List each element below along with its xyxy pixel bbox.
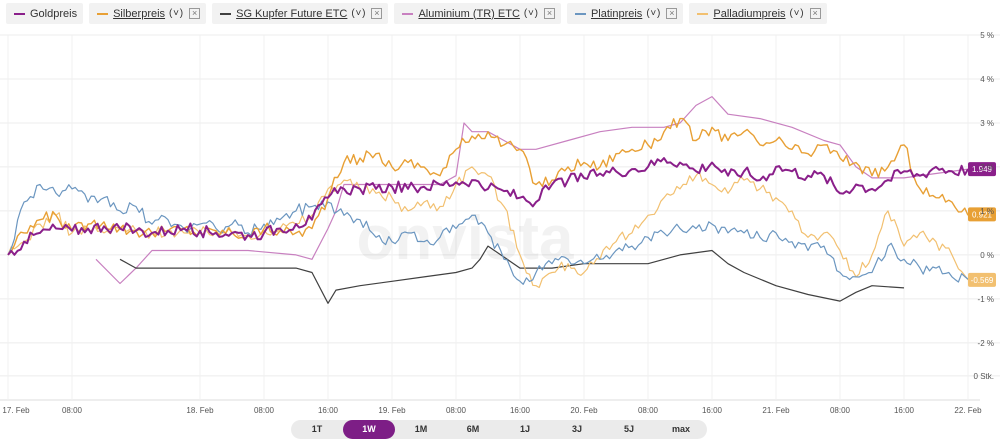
- legend-item-platinpreis[interactable]: Platinpreis( ˅ ) ×: [566, 3, 684, 24]
- x-tick-label: 16:00: [318, 406, 339, 415]
- chart-series: [7, 95, 969, 304]
- close-icon[interactable]: ×: [809, 8, 821, 19]
- x-tick-label: 19. Feb: [378, 406, 406, 415]
- legend-swatch: [697, 12, 709, 15]
- series-line-sg-kupfer-future-etc: [119, 245, 905, 304]
- volume-label: 0 Stk.: [974, 372, 994, 381]
- y-tick-label: 0 %: [980, 251, 994, 260]
- x-axis: 17. Feb 08:00 18. Feb 08:00 16:00 19. Feb 08:0…: [2, 406, 982, 415]
- y-tick-label: 2 %: [980, 163, 994, 172]
- chevron-down-icon[interactable]: ( ˅ ): [523, 8, 538, 19]
- close-icon[interactable]: ×: [543, 8, 555, 19]
- chevron-down-icon[interactable]: ( ˅ ): [169, 8, 183, 19]
- legend-label[interactable]: Silberpreis: [113, 7, 166, 20]
- end-value-text: -0.569: [971, 276, 994, 285]
- x-tick-label: 22. Feb: [954, 406, 982, 415]
- legend-swatch: [14, 12, 25, 15]
- legend-item-palladiumpreis[interactable]: Palladiumpreis( ˅ ) ×: [689, 3, 827, 24]
- x-tick-label: 08:00: [830, 406, 851, 415]
- x-tick-label: 08:00: [254, 406, 275, 415]
- legend-label[interactable]: Platinpreis: [590, 7, 643, 20]
- x-tick-label: 16:00: [702, 406, 723, 415]
- x-tick-label: 16:00: [510, 406, 531, 415]
- y-tick-label: -1 %: [978, 295, 994, 304]
- timeframe-button-5j[interactable]: 5J: [623, 424, 634, 434]
- end-value-badge: [968, 162, 996, 177]
- timeframe-button-1w[interactable]: 1W: [343, 420, 395, 439]
- legend-label[interactable]: Goldpreis: [30, 7, 78, 20]
- chevron-down-icon[interactable]: ( ˅ ): [351, 8, 365, 19]
- y-tick-label: 1 %: [980, 207, 994, 216]
- timeframe-button-3j[interactable]: 3J: [571, 424, 582, 434]
- timeframe-button-1m[interactable]: 1M: [414, 424, 428, 434]
- end-value-text: 1.949: [972, 165, 993, 174]
- series-line-platinpreis: [7, 183, 969, 285]
- timeframe-selector: 1T 1W 1M 6M 1J 3J 5J max: [291, 420, 707, 439]
- legend-swatch: [402, 12, 414, 15]
- x-tick-label: 18. Feb: [186, 406, 214, 415]
- legend-label[interactable]: Palladiumpreis: [713, 7, 786, 20]
- x-tick-label: 20. Feb: [570, 406, 598, 415]
- chevron-down-icon[interactable]: ( ˅ ): [646, 8, 660, 19]
- legend-item-goldpreis[interactable]: Goldpreis: [6, 3, 84, 24]
- legend-swatch: [220, 12, 232, 15]
- y-axis: 5 % 4 % 3 % 2 % 1 % 0 % -1 % -2 % 0 Stk.: [974, 31, 994, 381]
- timeframe-button-1t[interactable]: 1T: [311, 424, 323, 434]
- legend-label[interactable]: Aluminium (TR) ETC: [418, 7, 520, 20]
- x-tick-label: 16:00: [894, 406, 915, 415]
- y-tick-label: 5 %: [980, 31, 994, 40]
- legend-swatch: [574, 12, 586, 15]
- y-tick-label: -2 %: [978, 339, 994, 348]
- x-tick-label: 17. Feb: [2, 406, 30, 415]
- x-tick-label: 08:00: [62, 406, 83, 415]
- close-icon[interactable]: ×: [189, 8, 201, 19]
- timeframe-button-6m[interactable]: 6M: [466, 424, 480, 434]
- close-icon[interactable]: ×: [371, 8, 383, 19]
- chart-watermark: onvista: [356, 204, 574, 273]
- x-tick-label: 08:00: [446, 406, 467, 415]
- x-tick-label: 08:00: [638, 406, 659, 415]
- end-value-badge: [968, 207, 996, 222]
- chevron-down-icon[interactable]: ( ˅ ): [789, 8, 804, 19]
- legend-item-sg-kupfer-future-etc[interactable]: SG Kupfer Future ETC( ˅ ) ×: [212, 3, 389, 24]
- end-value-labels: 1.949 0.921 -0.569: [968, 162, 996, 287]
- end-value-badge: [968, 272, 996, 287]
- timeframe-button-1j[interactable]: 1J: [519, 424, 530, 434]
- series-legend: Goldpreis Silberpreis( ˅ ) × SG Kupfer Futu…: [6, 3, 827, 25]
- end-value-text: 0.921: [972, 210, 993, 219]
- y-tick-label: 3 %: [980, 119, 994, 128]
- legend-swatch: [97, 12, 109, 15]
- series-line-goldpreis: [7, 157, 969, 256]
- legend-item-aluminium-tr-etc[interactable]: Aluminium (TR) ETC( ˅ ) ×: [394, 3, 561, 24]
- x-tick-label: 21. Feb: [762, 406, 790, 415]
- legend-label[interactable]: SG Kupfer Future ETC: [236, 7, 348, 20]
- legend-item-silberpreis[interactable]: Silberpreis( ˅ ) ×: [89, 3, 207, 24]
- close-icon[interactable]: ×: [666, 8, 678, 19]
- y-tick-label: 4 %: [980, 75, 994, 84]
- timeframe-button-max[interactable]: max: [671, 424, 690, 434]
